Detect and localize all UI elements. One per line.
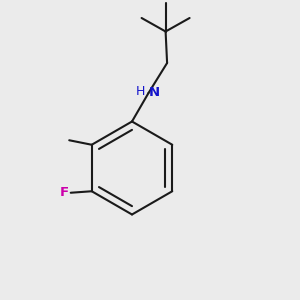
Text: H: H bbox=[135, 85, 145, 98]
Text: F: F bbox=[60, 186, 69, 199]
Text: N: N bbox=[148, 85, 160, 99]
